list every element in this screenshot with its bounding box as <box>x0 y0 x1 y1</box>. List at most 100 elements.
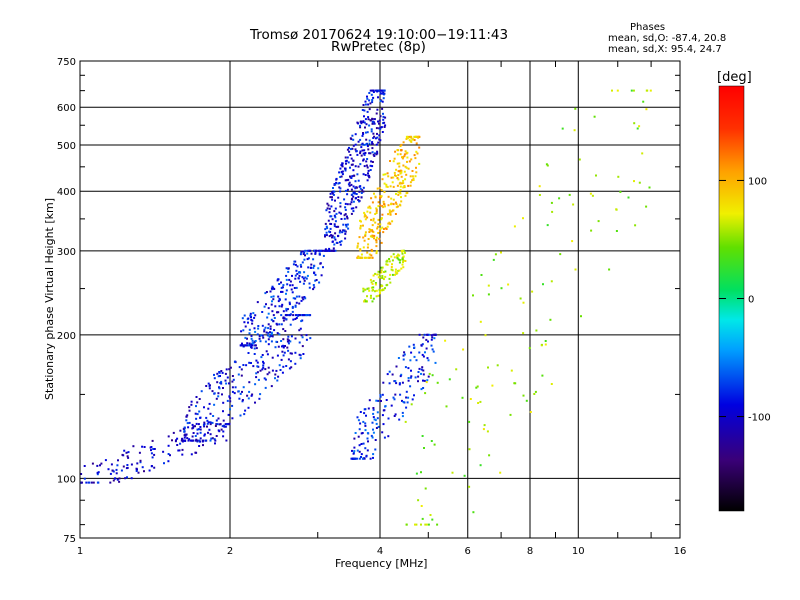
x-tick-label: 10 <box>572 546 585 557</box>
data-point <box>379 126 382 129</box>
data-point <box>519 297 522 300</box>
data-point <box>371 161 374 163</box>
data-point <box>638 181 641 184</box>
data-point <box>150 465 153 467</box>
data-point <box>288 367 291 370</box>
data-point <box>365 123 368 126</box>
data-point <box>360 453 363 456</box>
data-point <box>286 283 289 286</box>
data-point <box>359 224 362 227</box>
data-point <box>404 366 407 369</box>
data-point <box>367 287 370 290</box>
data-point <box>353 190 356 193</box>
data-point <box>203 433 206 436</box>
data-point <box>347 161 350 164</box>
data-point <box>432 333 435 336</box>
data-point <box>507 283 510 286</box>
data-point <box>396 255 399 258</box>
data-point <box>296 272 299 275</box>
data-point <box>370 160 373 163</box>
data-point <box>386 260 389 263</box>
data-point <box>420 388 423 391</box>
data-point <box>274 373 277 376</box>
data-point <box>292 314 295 317</box>
data-point <box>386 172 389 175</box>
data-point <box>370 128 373 131</box>
data-point <box>394 268 397 271</box>
data-point <box>388 258 391 260</box>
data-point <box>378 134 381 137</box>
data-point <box>479 464 482 467</box>
data-point <box>276 311 278 314</box>
data-point <box>382 206 385 209</box>
data-point <box>418 146 421 149</box>
data-point <box>422 336 425 339</box>
data-point <box>292 297 295 300</box>
data-point <box>389 160 391 162</box>
data-point <box>270 340 273 343</box>
data-point <box>410 403 413 406</box>
data-point <box>411 179 414 182</box>
data-point <box>409 140 412 143</box>
data-point <box>404 150 407 153</box>
data-point <box>413 135 416 138</box>
data-point <box>281 303 284 306</box>
data-point <box>396 184 399 187</box>
data-point <box>370 294 372 297</box>
data-point <box>374 137 377 140</box>
data-point <box>338 171 341 174</box>
data-point <box>572 203 575 206</box>
data-point <box>364 218 367 221</box>
data-point <box>181 453 184 456</box>
data-point <box>374 448 377 451</box>
data-point <box>483 424 486 427</box>
data-point <box>427 523 430 526</box>
data-point <box>310 263 313 266</box>
data-point <box>558 197 561 200</box>
data-point <box>421 366 424 369</box>
data-point <box>369 102 372 105</box>
data-point <box>272 286 275 289</box>
data-point <box>209 412 212 415</box>
data-point <box>371 236 374 238</box>
data-point <box>427 375 430 378</box>
data-point <box>341 170 344 173</box>
data-point <box>415 135 418 138</box>
data-point <box>312 266 315 269</box>
data-point <box>321 249 324 252</box>
phases-heading: Phases <box>630 22 666 33</box>
data-point <box>324 248 327 251</box>
data-point <box>258 397 261 400</box>
data-point <box>359 248 362 251</box>
data-point <box>421 353 424 356</box>
data-point <box>376 132 378 135</box>
y-tick-label: 200 <box>57 331 76 342</box>
data-point <box>390 255 393 258</box>
data-point <box>425 523 428 526</box>
data-point <box>580 315 582 318</box>
y-tick-label: 600 <box>57 103 76 114</box>
data-point <box>362 190 365 193</box>
data-point <box>83 465 86 467</box>
data-point <box>121 453 124 456</box>
data-point <box>364 234 367 237</box>
data-point <box>377 205 380 208</box>
data-point <box>221 425 224 428</box>
data-point <box>372 153 375 156</box>
data-point <box>368 139 371 142</box>
data-point <box>352 452 355 455</box>
data-point <box>262 366 265 369</box>
data-point <box>491 384 494 387</box>
data-point <box>370 434 373 437</box>
data-point <box>401 263 404 266</box>
data-point <box>299 314 302 317</box>
data-point <box>411 398 414 401</box>
data-point <box>298 329 301 332</box>
data-point <box>333 190 336 193</box>
data-point <box>257 327 260 330</box>
data-point <box>405 192 408 195</box>
data-point <box>352 138 355 141</box>
data-point <box>369 278 372 281</box>
data-point <box>418 367 421 370</box>
x-tick-label: 8 <box>527 546 533 557</box>
